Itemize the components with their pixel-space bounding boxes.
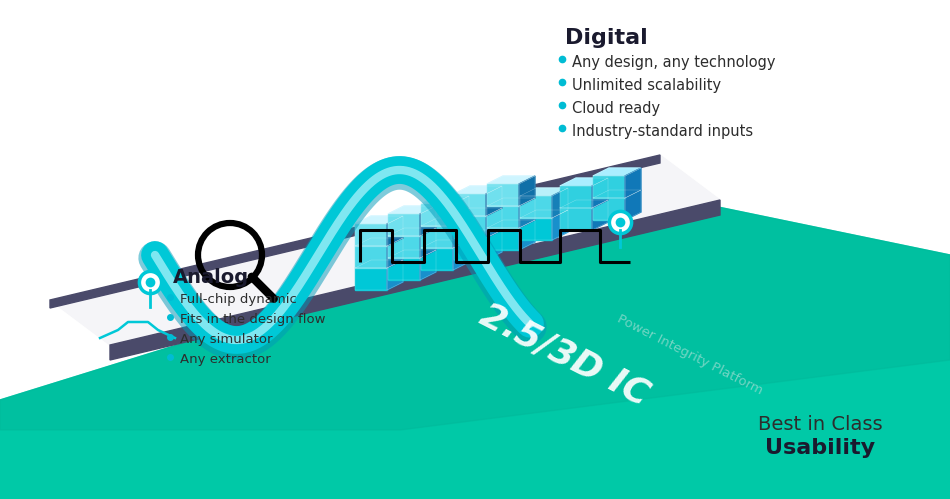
Polygon shape [421,196,469,204]
Polygon shape [552,188,568,218]
Polygon shape [593,176,625,198]
Polygon shape [421,226,453,248]
Text: Power Integrity Platform: Power Integrity Platform [615,312,765,397]
Polygon shape [454,194,486,216]
Polygon shape [560,200,608,208]
Polygon shape [625,168,641,198]
Polygon shape [355,238,403,246]
Polygon shape [519,198,535,228]
Polygon shape [421,218,469,226]
Polygon shape [453,240,469,270]
Polygon shape [487,176,535,184]
Text: Usability: Usability [765,438,875,458]
Text: Full-chip dynamic: Full-chip dynamic [180,293,296,306]
Text: Analog: Analog [173,268,249,287]
Text: Any design, any technology: Any design, any technology [572,55,775,70]
Polygon shape [388,250,436,258]
Polygon shape [625,190,641,220]
Polygon shape [387,216,403,246]
Polygon shape [560,178,608,186]
Polygon shape [421,248,453,270]
Polygon shape [421,204,453,226]
Polygon shape [519,220,535,250]
Polygon shape [520,218,552,240]
Polygon shape [355,216,403,224]
Polygon shape [110,200,720,360]
Polygon shape [560,208,592,230]
Polygon shape [453,218,469,248]
Polygon shape [486,208,502,238]
Polygon shape [0,195,950,430]
Polygon shape [421,240,469,248]
Polygon shape [355,268,387,290]
Polygon shape [592,178,608,208]
Polygon shape [454,238,486,260]
Text: 2.5/3D IC: 2.5/3D IC [475,298,656,412]
Polygon shape [453,196,469,226]
Polygon shape [388,214,420,236]
Polygon shape [487,228,519,250]
Polygon shape [519,176,535,206]
Text: Cloud ready: Cloud ready [572,101,660,116]
Polygon shape [388,236,420,258]
Polygon shape [486,230,502,260]
Polygon shape [388,206,436,214]
Text: Unlimited scalability: Unlimited scalability [572,78,721,93]
Polygon shape [355,260,403,268]
Polygon shape [593,190,641,198]
Polygon shape [355,246,387,268]
Polygon shape [487,220,535,228]
Polygon shape [387,238,403,268]
Polygon shape [487,184,519,206]
Polygon shape [520,196,552,218]
Polygon shape [593,168,641,176]
Polygon shape [487,198,535,206]
Text: Fits in the design flow: Fits in the design flow [180,313,326,326]
Polygon shape [592,200,608,230]
Polygon shape [50,155,660,308]
Polygon shape [420,250,436,280]
Polygon shape [388,258,420,280]
Polygon shape [560,186,592,208]
Polygon shape [454,208,502,216]
Polygon shape [520,188,568,196]
Polygon shape [454,216,486,238]
Polygon shape [552,210,568,240]
Text: Industry-standard inputs: Industry-standard inputs [572,124,753,139]
Polygon shape [420,228,436,258]
Text: Best in Class: Best in Class [758,415,883,434]
Polygon shape [593,198,625,220]
Polygon shape [486,186,502,216]
Polygon shape [355,224,387,246]
Polygon shape [0,195,950,499]
Polygon shape [387,260,403,290]
Polygon shape [487,206,519,228]
Text: Any simulator: Any simulator [180,333,273,346]
Polygon shape [388,228,436,236]
Polygon shape [50,155,720,345]
Text: Digital: Digital [565,28,648,48]
Polygon shape [520,210,568,218]
Polygon shape [454,186,502,194]
Polygon shape [420,206,436,236]
Text: Any extractor: Any extractor [180,353,271,366]
Polygon shape [454,230,502,238]
